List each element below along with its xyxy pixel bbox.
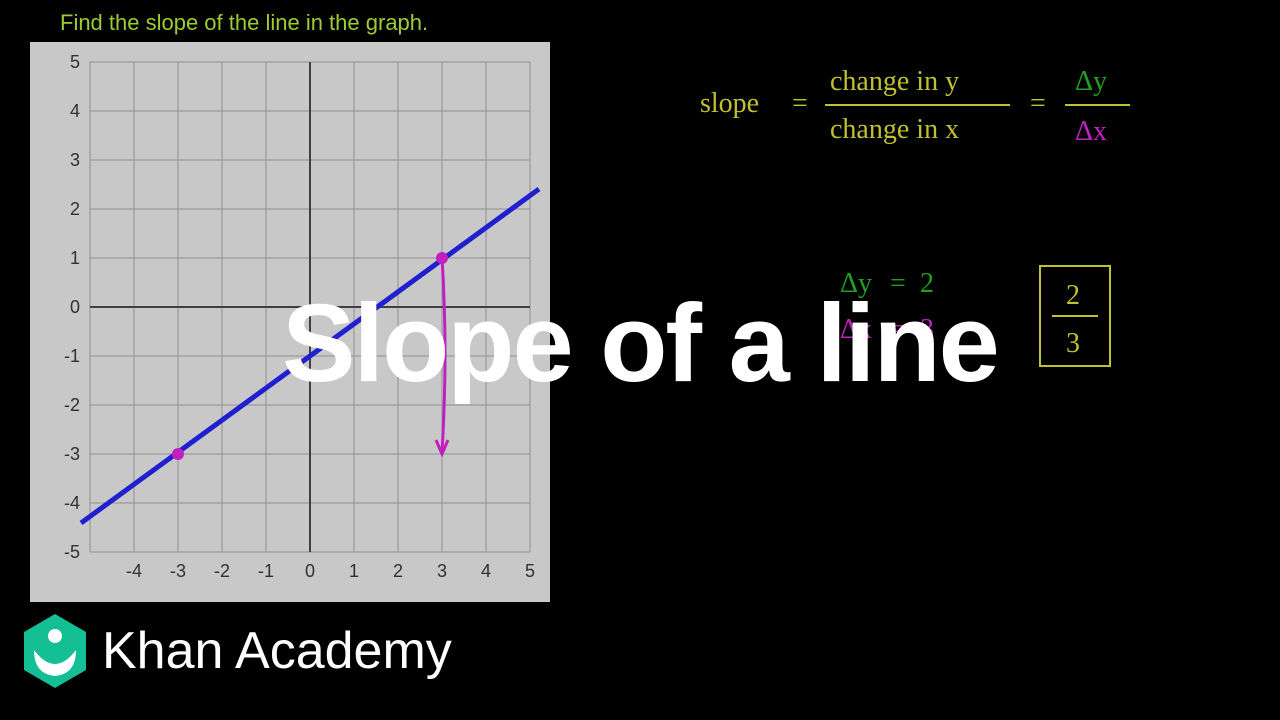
y-label: 4 [70, 101, 80, 121]
equals: = [1030, 88, 1046, 119]
y-label: 2 [70, 199, 80, 219]
x-label: 4 [481, 561, 491, 581]
khan-academy-text: Khan Academy [102, 621, 452, 681]
change-in-x: change in x [830, 114, 959, 145]
y-label: -4 [64, 493, 80, 513]
x-label: -3 [170, 561, 186, 581]
video-title: Slope of a line [0, 280, 1280, 407]
slope-formula: slope = change in y change in x = Δy Δx [700, 50, 1260, 170]
y-label: 1 [70, 248, 80, 268]
change-in-y: change in y [830, 66, 959, 97]
y-label: 5 [70, 52, 80, 72]
khan-academy-logo: Khan Academy [20, 612, 452, 690]
x-label: 1 [349, 561, 359, 581]
khan-hexagon-icon [20, 612, 90, 690]
y-label: 3 [70, 150, 80, 170]
equals: = [792, 88, 808, 119]
x-label: 3 [437, 561, 447, 581]
x-label: -2 [214, 561, 230, 581]
x-label: 5 [525, 561, 535, 581]
delta-x: Δx [1075, 116, 1107, 147]
x-label: -1 [258, 561, 274, 581]
slope-word: slope [700, 88, 759, 119]
delta-y: Δy [1075, 66, 1107, 97]
y-label: -3 [64, 444, 80, 464]
y-label: -5 [64, 542, 80, 562]
problem-prompt: Find the slope of the line in the graph. [60, 10, 428, 36]
x-label: 0 [305, 561, 315, 581]
x-label: 2 [393, 561, 403, 581]
x-label: -4 [126, 561, 142, 581]
